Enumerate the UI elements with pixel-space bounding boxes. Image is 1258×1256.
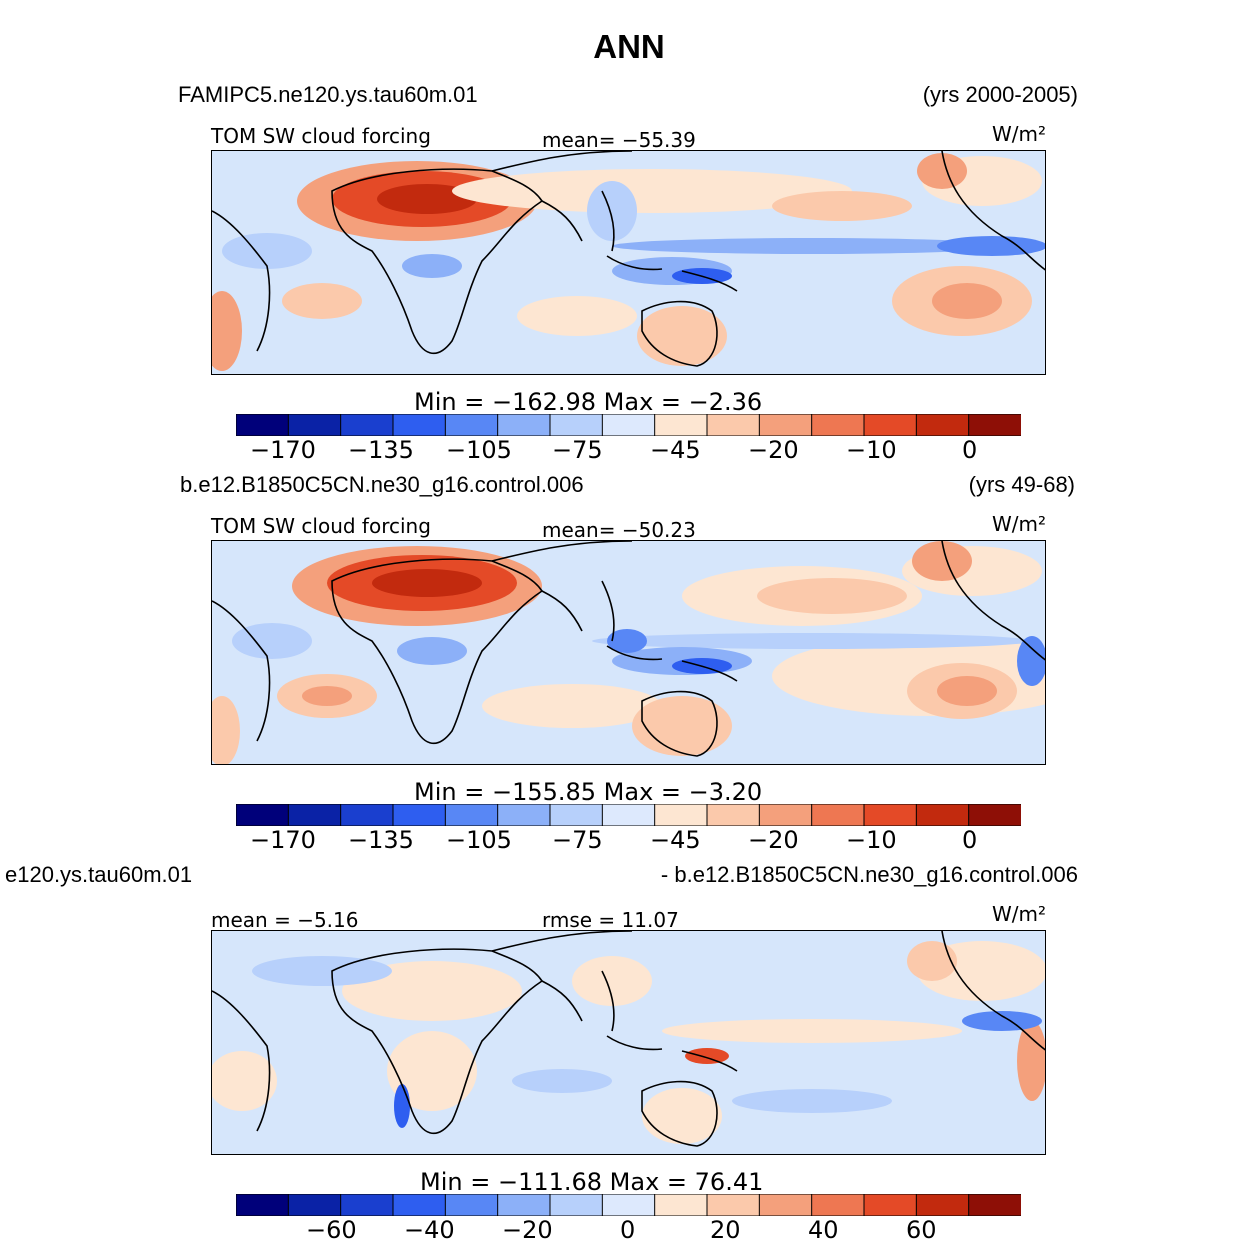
panel-1-variable: TOM SW cloud forcing	[211, 124, 431, 148]
panel-2-variable: TOM SW cloud forcing	[211, 514, 431, 538]
colorbar-2-swatch-15	[968, 804, 1021, 826]
panel-1-map	[211, 150, 1046, 375]
colorbar-1-swatch-8	[601, 414, 656, 436]
colorbar-1-swatch-10	[706, 414, 761, 436]
colorbar-2-swatch-2	[287, 804, 342, 826]
colorbar-3-swatch-5	[444, 1194, 499, 1216]
panel-1-tick-7: −10	[846, 436, 897, 464]
panel-1-colorbar	[236, 414, 1021, 436]
colorbar-3-swatch-2	[287, 1194, 342, 1216]
colorbar-2-swatch-1	[236, 804, 290, 826]
panel-2-years: (yrs 49-68)	[968, 472, 1075, 497]
colorbar-1-swatch-13	[863, 414, 918, 436]
panel-3-tick-7: 60	[906, 1216, 937, 1244]
colorbar-1-swatch-1	[236, 414, 290, 436]
panel-2-units: W/m²	[991, 512, 1046, 536]
colorbar-1-swatch-3	[340, 414, 394, 436]
colorbar-2-swatch-4	[392, 804, 447, 826]
panel-2-tick-3: −105	[446, 826, 512, 854]
colorbar-3-swatch-12	[811, 1194, 865, 1216]
colorbar-3-swatch-10	[706, 1194, 761, 1216]
panel-1-tick-6: −20	[748, 436, 799, 464]
panel-2-mean: mean= −50.23	[542, 518, 696, 542]
colorbar-3-swatch-4	[392, 1194, 447, 1216]
colorbar-1-swatch-11	[758, 414, 813, 436]
colorbar-2-swatch-13	[863, 804, 918, 826]
colorbar-1-swatch-6	[497, 414, 552, 436]
panel-3-tick-5: 20	[710, 1216, 741, 1244]
panel-1-tick-2: −135	[348, 436, 414, 464]
panel-1-tick-1: −170	[250, 436, 316, 464]
panel-1-tick-4: −75	[552, 436, 603, 464]
panel-2-map	[211, 540, 1046, 765]
panel-3-rmse: rmse = 11.07	[542, 908, 679, 932]
colorbar-2-swatch-6	[497, 804, 552, 826]
colorbar-2-swatch-10	[706, 804, 761, 826]
panel-3-tick-2: −40	[404, 1216, 455, 1244]
colorbar-2-swatch-11	[758, 804, 813, 826]
panel-3-map	[211, 930, 1046, 1155]
panel-3-colorbar	[236, 1194, 1021, 1216]
panel-2-tick-4: −75	[552, 826, 603, 854]
colorbar-3-swatch-6	[497, 1194, 552, 1216]
panel-1-minmax: Min = −162.98 Max = −2.36	[414, 388, 763, 416]
panel-1-tick-3: −105	[446, 436, 512, 464]
panel-1-tick-8: 0	[962, 436, 978, 464]
colorbar-2-swatch-8	[601, 804, 656, 826]
panel-2-tick-2: −135	[348, 826, 414, 854]
panel-2-tick-8: 0	[962, 826, 978, 854]
panel-2-tick-1: −170	[250, 826, 316, 854]
colorbar-1-swatch-12	[811, 414, 865, 436]
colorbar-3-swatch-11	[758, 1194, 813, 1216]
colorbar-2-swatch-9	[654, 804, 709, 826]
colorbar-2-swatch-7	[549, 804, 604, 826]
colorbar-2-swatch-3	[340, 804, 394, 826]
panel-3-tick-3: −20	[502, 1216, 553, 1244]
plot-title: ANN	[593, 28, 665, 65]
panel-3-tick-6: 40	[808, 1216, 839, 1244]
panel-3-mean: mean = −5.16	[211, 908, 359, 932]
colorbar-3-swatch-1	[236, 1194, 290, 1216]
colorbar-2-swatch-5	[444, 804, 499, 826]
panel-1-years: (yrs 2000-2005)	[922, 82, 1078, 107]
panel-3-case-name: e120.ys.tau60m.01	[5, 862, 193, 887]
colorbar-3-swatch-14	[915, 1194, 970, 1216]
colorbar-3-swatch-15	[968, 1194, 1021, 1216]
colorbar-1-swatch-7	[549, 414, 604, 436]
panel-1-units: W/m²	[991, 122, 1046, 146]
panel-1-case-name: FAMIPC5.ne120.ys.tau60m.01	[178, 82, 478, 107]
panel-2-colorbar	[236, 804, 1021, 826]
colorbar-3-swatch-3	[340, 1194, 394, 1216]
panel-2-tick-6: −20	[748, 826, 799, 854]
colorbar-1-swatch-15	[968, 414, 1021, 436]
colorbar-1-swatch-2	[287, 414, 342, 436]
colorbar-1-swatch-14	[915, 414, 970, 436]
panel-1-tick-5: −45	[650, 436, 701, 464]
colorbar-3-swatch-13	[863, 1194, 918, 1216]
colorbar-3-swatch-9	[654, 1194, 709, 1216]
colorbar-2-swatch-14	[915, 804, 970, 826]
panel-3-units: W/m²	[991, 902, 1046, 926]
panel-3-tick-1: −60	[306, 1216, 357, 1244]
panel-2-tick-5: −45	[650, 826, 701, 854]
colorbar-1-swatch-5	[444, 414, 499, 436]
panel-2-minmax: Min = −155.85 Max = −3.20	[414, 778, 763, 806]
panel-3-tick-4: 0	[620, 1216, 636, 1244]
panel-2-tick-7: −10	[846, 826, 897, 854]
colorbar-1-swatch-9	[654, 414, 709, 436]
colorbar-3-swatch-7	[549, 1194, 604, 1216]
panel-3-minmax: Min = −111.68 Max = 76.41	[420, 1168, 764, 1196]
panel-1-mean: mean= −55.39	[542, 128, 696, 152]
panel-3-case-subtrahend: - b.e12.B1850C5CN.ne30_g16.control.006	[660, 862, 1078, 887]
colorbar-3-swatch-8	[601, 1194, 656, 1216]
colorbar-1-swatch-4	[392, 414, 447, 436]
panel-2-case-name: b.e12.B1850C5CN.ne30_g16.control.006	[180, 472, 584, 497]
colorbar-2-swatch-12	[811, 804, 865, 826]
